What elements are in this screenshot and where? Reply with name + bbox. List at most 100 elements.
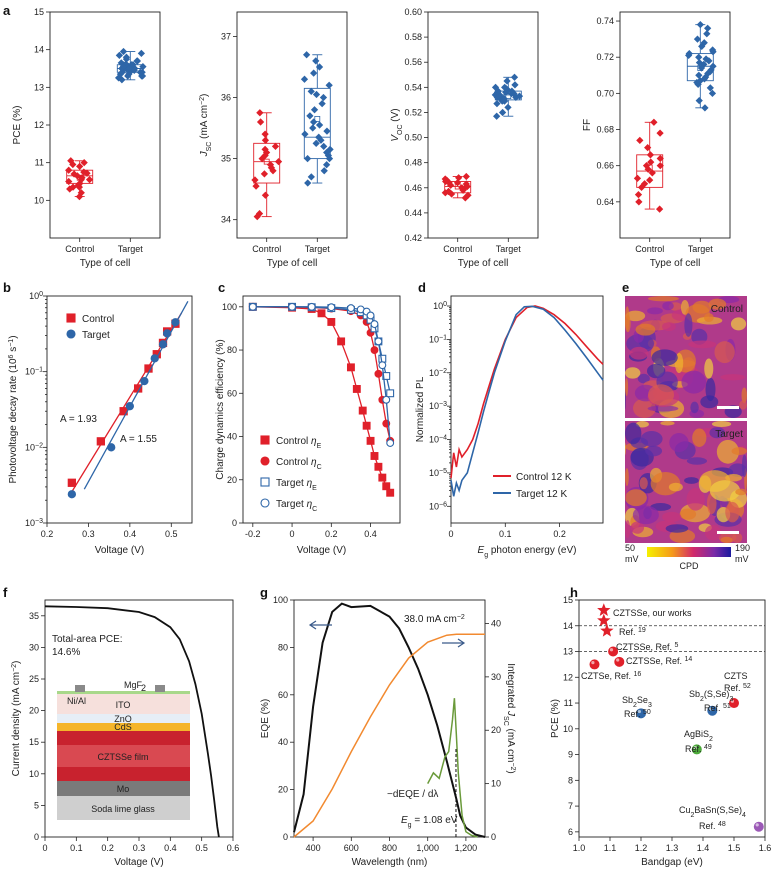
map-domain: [662, 322, 676, 332]
y-tick-label: 0.68: [596, 125, 614, 135]
chart-a-1: 10 11 12 13 14 15 Control Target Type of cell PCE…: [12, 7, 161, 269]
y-tick-label: 0: [491, 832, 496, 842]
x-tick-label: Control: [443, 244, 472, 254]
label-part: 10: [429, 401, 439, 411]
map-domain: [635, 421, 649, 428]
map-domain: [633, 398, 656, 419]
label-part: (mA cm: [505, 726, 516, 763]
label-part: ): [199, 94, 210, 97]
label-part: η: [307, 478, 313, 489]
label-part: η: [311, 457, 317, 468]
label-part: OC: [397, 124, 404, 135]
data-point: [642, 162, 651, 170]
y-tick-label: 14: [34, 45, 44, 55]
map-domain: [700, 395, 719, 409]
layer-label: CZTSSe film: [97, 752, 148, 762]
y-tick-label: 10−2: [429, 367, 447, 378]
data-point: [352, 385, 361, 393]
map-domain: [703, 313, 714, 323]
data-point: [366, 311, 375, 320]
data-point: [288, 302, 297, 311]
label-part: E: [317, 443, 322, 450]
label-part: Control: [276, 457, 311, 468]
data-point-highlight: [755, 823, 759, 827]
data-point: [504, 103, 512, 112]
label-part: E: [312, 485, 317, 492]
label-part: Sb: [689, 689, 700, 699]
label-part: 50: [643, 709, 651, 716]
data-point-highlight: [609, 648, 614, 652]
layer-glass: [57, 796, 190, 820]
label-part: PCE (%): [12, 106, 23, 145]
y-tick-label: 0.56: [404, 57, 422, 67]
point-label: CZTSSe, Ref. 5: [616, 642, 679, 653]
label-part: C: [317, 464, 322, 471]
data-point: [80, 159, 88, 167]
data-point: [503, 77, 511, 85]
data-point: [256, 118, 265, 126]
series-line: [427, 698, 478, 838]
x-tick-label: 0.2: [553, 529, 566, 539]
map-domain: [662, 511, 682, 523]
data-point: [337, 337, 346, 346]
x-axis-label: Bandgap (eV): [641, 857, 703, 868]
data-point: [77, 189, 85, 197]
map-domain: [637, 373, 650, 384]
label-part: Control: [276, 436, 311, 447]
map-label: Target: [715, 429, 743, 440]
label-part: Ref.: [699, 821, 718, 831]
label-part: −1: [8, 339, 15, 347]
data-point: [323, 127, 331, 135]
label-part: SC: [503, 716, 510, 726]
map-domain: [625, 468, 629, 487]
x-axis-label: Type of cell: [80, 258, 131, 269]
data-point-star: [597, 603, 611, 616]
data-point: [315, 133, 323, 141]
data-point: [260, 170, 269, 178]
data-point: [306, 112, 314, 120]
x-tick-label: Target: [118, 244, 144, 254]
plot-frame: [46, 295, 193, 524]
map-domain: [648, 384, 675, 406]
data-point: [386, 389, 395, 398]
data-point: [701, 104, 709, 112]
data-point: [704, 24, 712, 32]
data-point: [708, 89, 717, 97]
label-part: 14: [685, 656, 693, 663]
label-part: 38.0 mA cm: [404, 614, 457, 625]
data-point: [374, 462, 383, 471]
x-axis-label: Type of cell: [650, 258, 701, 269]
y-tick-label: 10: [491, 779, 501, 789]
data-point: [501, 83, 509, 91]
x-tick-label: Target: [496, 244, 522, 254]
data-point: [498, 108, 507, 117]
chart-f: 0 0.1 0.2 0.3 0.4 0.5 0.6 0 5 10 15 20 25 30 35 Voltage…: [11, 599, 239, 868]
label-part: E: [478, 545, 485, 556]
annotation: A = 1.93: [60, 414, 97, 425]
y-tick-label: 10−3: [25, 518, 43, 529]
label-part: −3: [35, 518, 43, 525]
series-line: [252, 306, 391, 494]
x-tick-label: Target: [688, 244, 714, 254]
data-point: [76, 162, 84, 171]
data-point: [656, 129, 664, 137]
data-point: [374, 337, 383, 346]
box: [303, 87, 331, 160]
data-point: [386, 439, 395, 447]
label-part: Photovoltage decay rate (10: [8, 358, 19, 484]
y-tick-label: 0.74: [596, 16, 614, 26]
layer-label-sub: 2: [141, 683, 146, 693]
data-point: [695, 71, 703, 79]
legend-marker: [66, 313, 76, 323]
map-domain: [647, 405, 679, 412]
data-point: [261, 130, 269, 138]
map-domain: [668, 482, 683, 492]
map-label: Control: [711, 304, 743, 315]
data-point: [122, 53, 131, 61]
map-domain: [725, 501, 740, 523]
y-tick-label: 40: [491, 618, 501, 628]
data-point: [67, 478, 77, 487]
label-part: 10: [25, 442, 35, 452]
data-point: [700, 39, 708, 47]
data-point: [382, 372, 391, 380]
